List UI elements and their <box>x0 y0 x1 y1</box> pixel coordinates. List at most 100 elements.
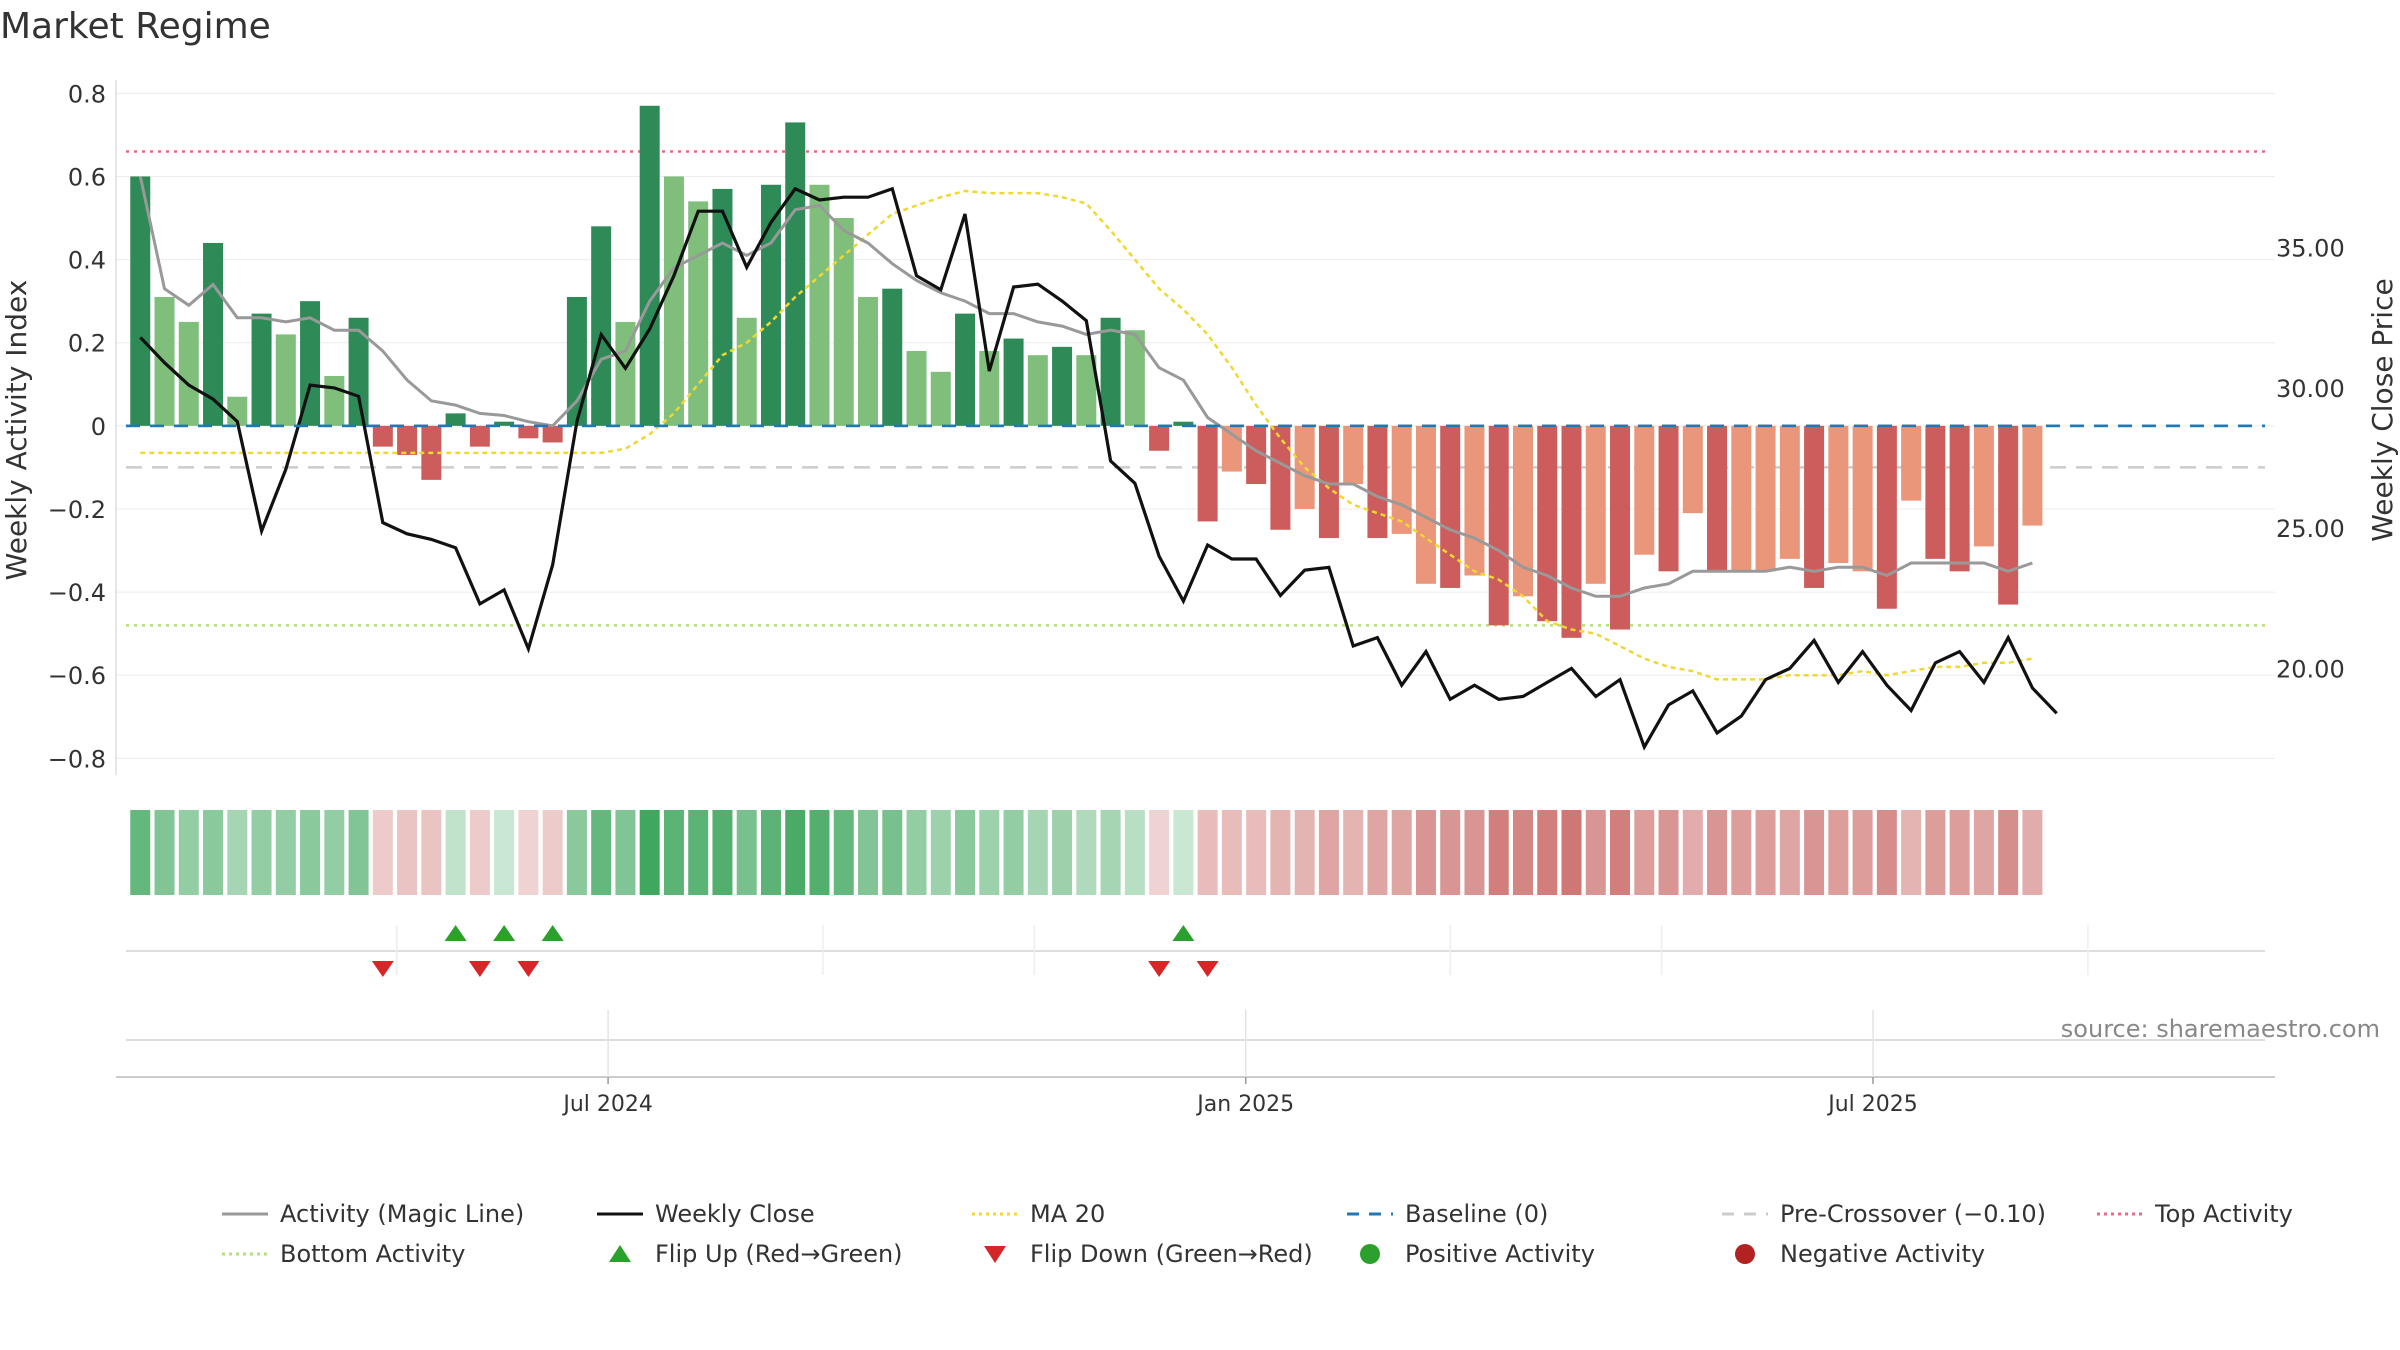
flip-down-marker <box>1148 961 1171 977</box>
legend-label: Activity (Magic Line) <box>280 1200 525 1228</box>
legend-label: MA 20 <box>1030 1200 1106 1228</box>
activity-bar <box>1682 425 1703 514</box>
regime-cell <box>1707 810 1728 895</box>
regime-cell <box>760 810 781 895</box>
left-tick-label: −0.2 <box>48 496 106 524</box>
activity-bar <box>1052 346 1073 426</box>
activity-bar <box>1561 425 1582 638</box>
regime-cell <box>518 810 539 895</box>
activity-bar <box>1634 425 1655 555</box>
regime-cell <box>833 810 854 895</box>
regime-cell <box>1052 810 1073 895</box>
regime-cell <box>275 810 296 895</box>
regime-cell <box>930 810 951 895</box>
activity-bar <box>1998 425 2019 605</box>
legend-symbol <box>1347 1212 1393 1216</box>
legend-item: Pre-Crossover (−0.10) <box>1710 1200 2085 1228</box>
regime-cell <box>906 810 927 895</box>
regime-cell <box>736 810 757 895</box>
legend-label: Top Activity <box>2155 1200 2293 1228</box>
regime-cell <box>785 810 806 895</box>
activity-bar <box>809 184 830 426</box>
activity-bar <box>1246 425 1267 485</box>
regime-cell <box>858 810 879 895</box>
legend-item: Negative Activity <box>1710 1240 2085 1268</box>
activity-bar <box>348 317 369 426</box>
regime-cell <box>1561 810 1582 895</box>
activity-bar <box>882 288 903 426</box>
activity-bar <box>542 425 563 443</box>
legend-item: Weekly Close <box>585 1200 960 1228</box>
date-tick-label: Jul 2025 <box>1826 1092 1918 1117</box>
regime-cell <box>1852 810 1873 895</box>
regime-cell <box>1270 810 1291 895</box>
flip-down-marker <box>468 961 491 977</box>
activity-bar <box>1076 355 1097 426</box>
activity-bar <box>1925 425 1946 559</box>
activity-bar <box>275 334 296 426</box>
chart-title: Market Regime <box>0 6 271 47</box>
legend-label: Bottom Activity <box>280 1240 466 1268</box>
regime-cell <box>1925 810 1946 895</box>
flip-down-marker <box>1196 961 1219 977</box>
activity-bar <box>639 105 660 426</box>
activity-bar <box>1949 425 1970 572</box>
activity-bar <box>1294 425 1315 509</box>
legend-label: Flip Down (Green→Red) <box>1030 1240 1313 1268</box>
regime-cell <box>688 810 709 895</box>
activity-bar <box>1585 425 1606 584</box>
activity-bar <box>1124 330 1145 426</box>
regime-cell <box>1076 810 1097 895</box>
activity-bar <box>1610 425 1631 630</box>
right-tick-label: 20.00 <box>2276 655 2345 683</box>
activity-bar <box>1804 425 1825 588</box>
left-axis-title: Weekly Activity Index <box>0 280 33 581</box>
activity-bar <box>1391 425 1412 534</box>
regime-cell <box>1246 810 1267 895</box>
legend-triangle-down-icon <box>984 1246 1006 1263</box>
legend-symbol <box>597 1212 643 1216</box>
activity-bar <box>1464 425 1485 576</box>
activity-bar <box>1852 425 1873 572</box>
right-tick-label: 25.00 <box>2276 515 2345 543</box>
flip-down-marker <box>371 961 394 977</box>
activity-bar <box>1731 425 1752 572</box>
regime-cell <box>1440 810 1461 895</box>
regime-cell <box>1610 810 1631 895</box>
regime-cell <box>1124 810 1145 895</box>
regime-cell <box>251 810 272 895</box>
regime-cell <box>300 810 321 895</box>
flip-up-marker <box>493 925 516 941</box>
legend-label: Positive Activity <box>1405 1240 1595 1268</box>
activity-bar <box>2022 425 2043 526</box>
legend-symbol <box>1722 1212 1768 1216</box>
activity-bar <box>955 313 976 426</box>
activity-bar <box>1537 425 1558 622</box>
regime-cell <box>1294 810 1315 895</box>
legend-item: Baseline (0) <box>1335 1200 1710 1228</box>
activity-bar <box>1149 425 1170 451</box>
legend-symbol <box>972 1212 1018 1216</box>
regime-cell <box>348 810 369 895</box>
left-tick-label: 0.2 <box>68 330 106 358</box>
activity-bar <box>494 421 515 426</box>
activity-bar <box>833 218 854 426</box>
activity-bar <box>300 301 321 426</box>
regime-cell <box>1173 810 1194 895</box>
regime-cell <box>1585 810 1606 895</box>
regime-cell <box>421 810 442 895</box>
legend-item: MA 20 <box>960 1200 1335 1228</box>
activity-bar <box>615 321 636 426</box>
activity-bar <box>1755 425 1776 572</box>
regime-cell <box>130 810 151 895</box>
flip-markers <box>126 925 2265 977</box>
activity-bar <box>130 176 151 426</box>
legend-item: Flip Down (Green→Red) <box>960 1240 1335 1268</box>
regime-cell <box>1488 810 1509 895</box>
regime-cell <box>1682 810 1703 895</box>
activity-bar <box>1876 425 1897 609</box>
regime-cell <box>1876 810 1897 895</box>
regime-cell <box>203 810 224 895</box>
regime-cell <box>663 810 684 895</box>
regime-cell <box>1343 810 1364 895</box>
